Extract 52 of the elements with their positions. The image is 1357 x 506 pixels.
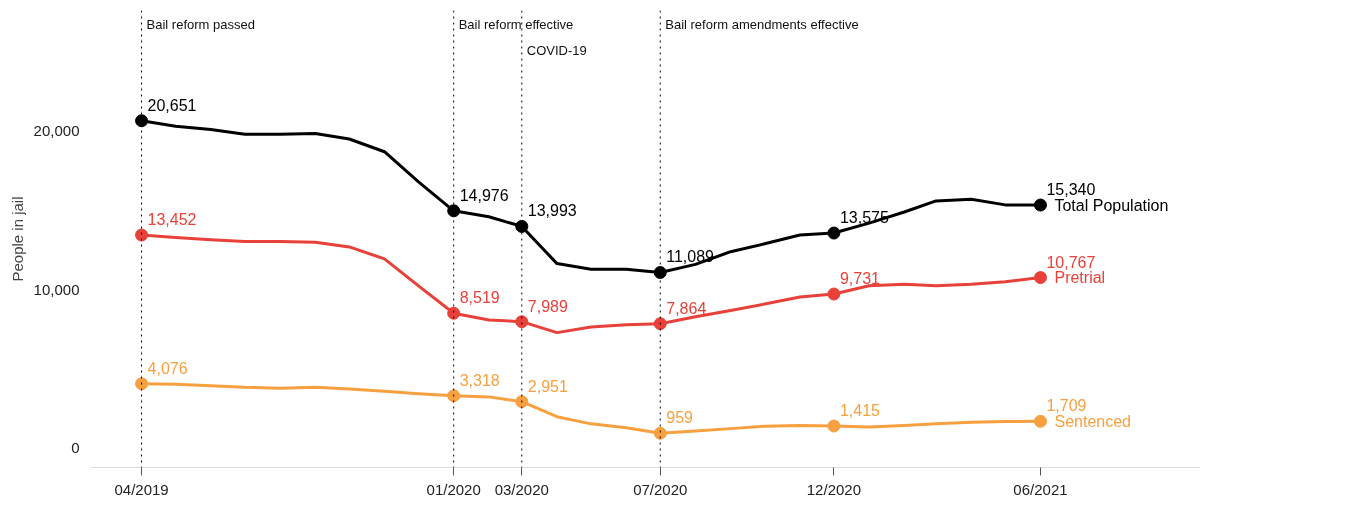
data-label: 14,976 xyxy=(459,186,509,204)
point xyxy=(1033,414,1047,428)
point xyxy=(135,228,149,242)
point xyxy=(447,204,461,218)
data-label: 1,709 xyxy=(1046,397,1087,415)
y-tick-label: 20,000 xyxy=(33,122,80,140)
y-tick-label: 10,000 xyxy=(33,280,80,298)
point xyxy=(1033,271,1047,285)
x-tick-label: 04/2019 xyxy=(114,480,169,498)
data-label: 4,076 xyxy=(147,359,188,377)
point xyxy=(135,377,149,391)
data-label: 20,651 xyxy=(147,96,197,114)
data-label: 9,731 xyxy=(839,270,881,288)
point xyxy=(653,317,667,331)
point xyxy=(827,287,841,301)
ref-line-label: Bail reform passed xyxy=(146,16,255,32)
x-tick-label: 03/2020 xyxy=(494,480,549,498)
point xyxy=(447,389,461,403)
ref-line-label: Bail reform amendments effective xyxy=(665,16,859,32)
ref-line-label: Bail reform effective xyxy=(458,16,574,32)
y-axis-title: People in jail xyxy=(8,196,26,282)
data-label: 1,415 xyxy=(839,402,881,420)
data-label: 13,452 xyxy=(147,211,197,228)
x-tick-label: 07/2020 xyxy=(633,480,688,498)
data-label: 13,993 xyxy=(527,202,577,220)
point xyxy=(1033,198,1047,212)
y-tick-label: 0 xyxy=(71,439,80,457)
data-label: 959 xyxy=(666,409,694,427)
data-label: 7,989 xyxy=(527,297,568,315)
point xyxy=(653,426,667,440)
series-label: Pretrial xyxy=(1054,269,1106,287)
data-label: 8,519 xyxy=(459,289,500,307)
point xyxy=(515,395,529,409)
point xyxy=(135,114,149,128)
data-label: 10,767 xyxy=(1046,253,1096,271)
x-tick-label: 12/2020 xyxy=(806,480,862,498)
point xyxy=(653,266,667,279)
series-label: Total Population xyxy=(1054,196,1169,214)
series-label: Sentenced xyxy=(1054,412,1131,430)
data-label: 15,340 xyxy=(1046,181,1096,199)
point xyxy=(827,226,841,240)
x-tick-label: 01/2020 xyxy=(426,480,481,498)
x-tick-label: 06/2021 xyxy=(1013,480,1068,498)
ref-line-label: COVID-19 xyxy=(526,42,587,58)
point xyxy=(515,315,529,329)
point xyxy=(447,306,461,320)
data-label: 2,951 xyxy=(527,377,568,395)
data-label: 3,318 xyxy=(459,371,500,389)
point xyxy=(515,219,529,233)
data-label: 13,575 xyxy=(839,209,889,227)
data-label: 7,864 xyxy=(666,299,707,317)
point xyxy=(827,419,841,433)
